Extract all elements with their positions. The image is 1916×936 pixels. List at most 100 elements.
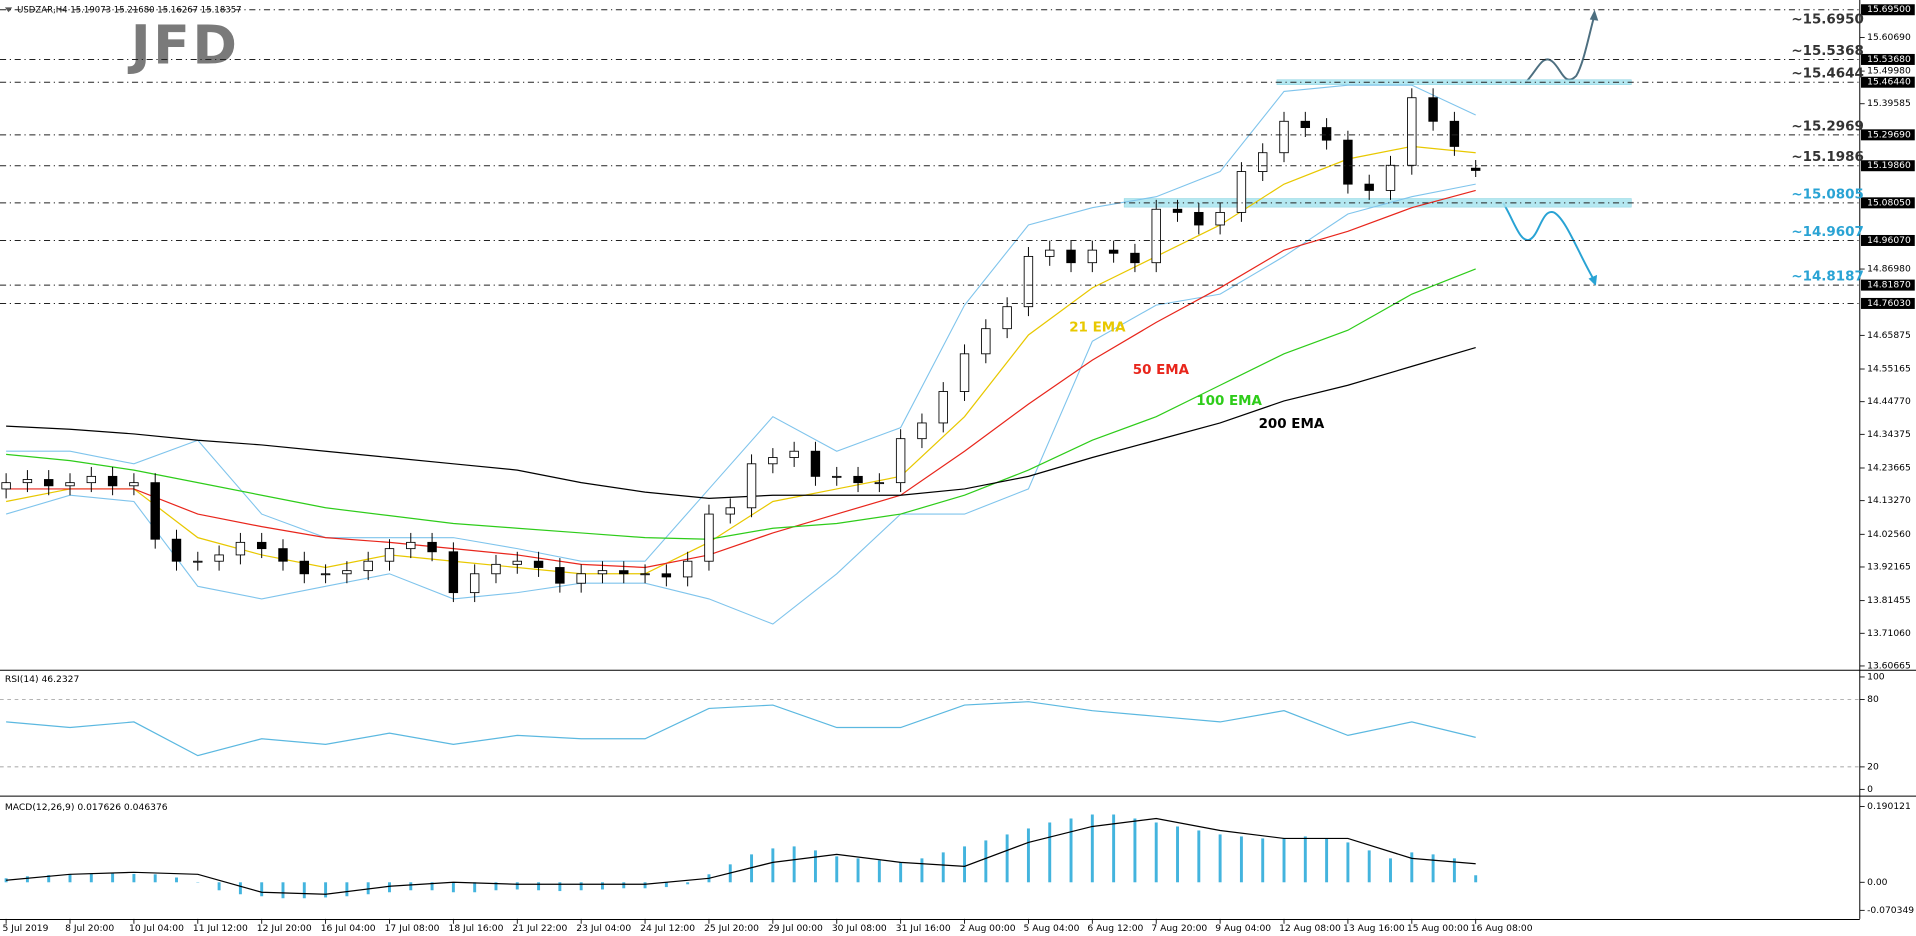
candle-body — [874, 482, 885, 485]
macd-bar — [771, 848, 775, 883]
y-tick-label: 14.23665 — [1867, 462, 1911, 473]
macd-bar — [1303, 836, 1307, 883]
level-label: ~14.8187 — [1791, 270, 1863, 285]
candle-body — [278, 548, 288, 562]
level-axis-box — [1861, 279, 1915, 291]
level-axis-label: 15.46440 — [1867, 77, 1911, 88]
candle-body — [832, 475, 842, 478]
x-tick-label: 8 Jul 20:00 — [65, 923, 114, 934]
macd-bar — [217, 882, 221, 891]
macd-bar — [1112, 814, 1116, 883]
level-label: ~15.6950 — [1791, 13, 1863, 28]
x-tick-label: 6 Aug 12:00 — [1087, 923, 1143, 934]
candle-body — [746, 463, 757, 509]
panel-title: RSI(14) 46.2327 — [5, 674, 80, 685]
macd-bar — [1176, 826, 1179, 883]
y-tick-label: 14.55165 — [1867, 364, 1911, 375]
macd-bar — [324, 882, 328, 898]
macd-bar — [1346, 842, 1350, 883]
candle-body — [938, 391, 948, 424]
candle-body — [895, 438, 906, 484]
candle-body — [320, 573, 331, 576]
candle-body — [384, 548, 395, 562]
macd-bar — [941, 852, 945, 883]
candle-body — [1470, 167, 1481, 171]
candle-body — [704, 513, 714, 562]
y-tick-label: 14.13270 — [1867, 495, 1911, 506]
macd-bar — [1090, 814, 1094, 883]
candle-body — [342, 570, 352, 575]
level-axis-label: 15.19860 — [1867, 160, 1911, 171]
candle-body — [406, 541, 416, 550]
candle-body — [640, 573, 650, 576]
y-tick-label: 80 — [1867, 694, 1879, 705]
candle-body — [363, 560, 373, 572]
level-axis-label: 15.29690 — [1867, 129, 1911, 140]
candle-body — [1343, 139, 1353, 185]
x-tick-label: 16 Aug 08:00 — [1471, 923, 1533, 934]
macd-bar — [260, 882, 264, 897]
candle-body — [682, 560, 693, 578]
macd-bar — [345, 882, 349, 897]
level-label: ~15.4644 — [1791, 67, 1863, 82]
y-tick-label: 14.34375 — [1867, 429, 1911, 440]
y-tick-label: -0.070349 — [1867, 905, 1914, 916]
y-tick-label: 14.02560 — [1867, 529, 1911, 540]
x-tick-label: 18 Jul 16:00 — [448, 923, 503, 934]
candle-body — [959, 353, 970, 392]
candle-body — [469, 573, 480, 594]
level-label: ~15.1986 — [1791, 150, 1863, 165]
macd-bar — [238, 882, 242, 895]
macd-bar — [89, 873, 93, 883]
macd-bar — [4, 878, 8, 883]
candle-body — [22, 479, 33, 484]
macd-bar — [792, 846, 796, 883]
level-axis-box — [1861, 297, 1915, 309]
candle-body — [789, 450, 799, 458]
x-tick-label: 11 Jul 12:00 — [193, 923, 248, 934]
x-tick-label: 16 Jul 04:00 — [321, 923, 376, 934]
macd-bar — [132, 873, 136, 883]
macd-bar — [1239, 836, 1243, 883]
bollinger-band — [5, 183, 1476, 625]
x-tick-label: 9 Aug 04:00 — [1215, 923, 1271, 934]
candle-body — [44, 479, 54, 487]
macd-bar — [153, 874, 157, 883]
header-icon — [4, 7, 13, 13]
candle-body — [661, 573, 672, 578]
macd-bar — [558, 882, 562, 892]
y-tick-label: 15.49980 — [1867, 66, 1911, 77]
macd-bar — [813, 850, 817, 883]
level-axis-label: 14.96070 — [1867, 235, 1911, 246]
candle-body — [981, 328, 991, 355]
y-tick-label: 0.190121 — [1867, 801, 1911, 812]
candle-body — [1428, 97, 1438, 122]
bollinger-band — [6, 84, 1476, 562]
macd-bar — [1048, 822, 1052, 883]
candle-body — [768, 457, 778, 465]
macd-bar — [856, 858, 860, 883]
y-tick-label: 15.39585 — [1867, 98, 1911, 109]
candle-body — [1087, 249, 1098, 264]
level-axis-label: 15.08050 — [1867, 197, 1911, 208]
x-tick-label: 30 Jul 08:00 — [832, 923, 887, 934]
macd-bar — [302, 882, 306, 899]
macd-bar — [686, 882, 690, 885]
x-tick-label: 7 Aug 20:00 — [1151, 923, 1207, 934]
macd-bar — [175, 877, 178, 883]
candle-body — [1321, 127, 1332, 141]
macd-bar — [622, 882, 626, 889]
macd-bar — [1133, 818, 1137, 883]
macd-bar — [281, 882, 285, 899]
panel-title: MACD(12,26,9) 0.017626 0.046376 — [5, 802, 168, 813]
candle-body — [1172, 208, 1183, 213]
logo: JFD — [127, 14, 240, 77]
candle-body — [1364, 183, 1374, 191]
down-arrow-head — [1588, 274, 1598, 286]
x-tick-label: 13 Aug 16:00 — [1343, 923, 1405, 934]
macd-bar — [494, 882, 498, 891]
candle-body — [555, 567, 565, 584]
macd-bar — [366, 882, 370, 895]
